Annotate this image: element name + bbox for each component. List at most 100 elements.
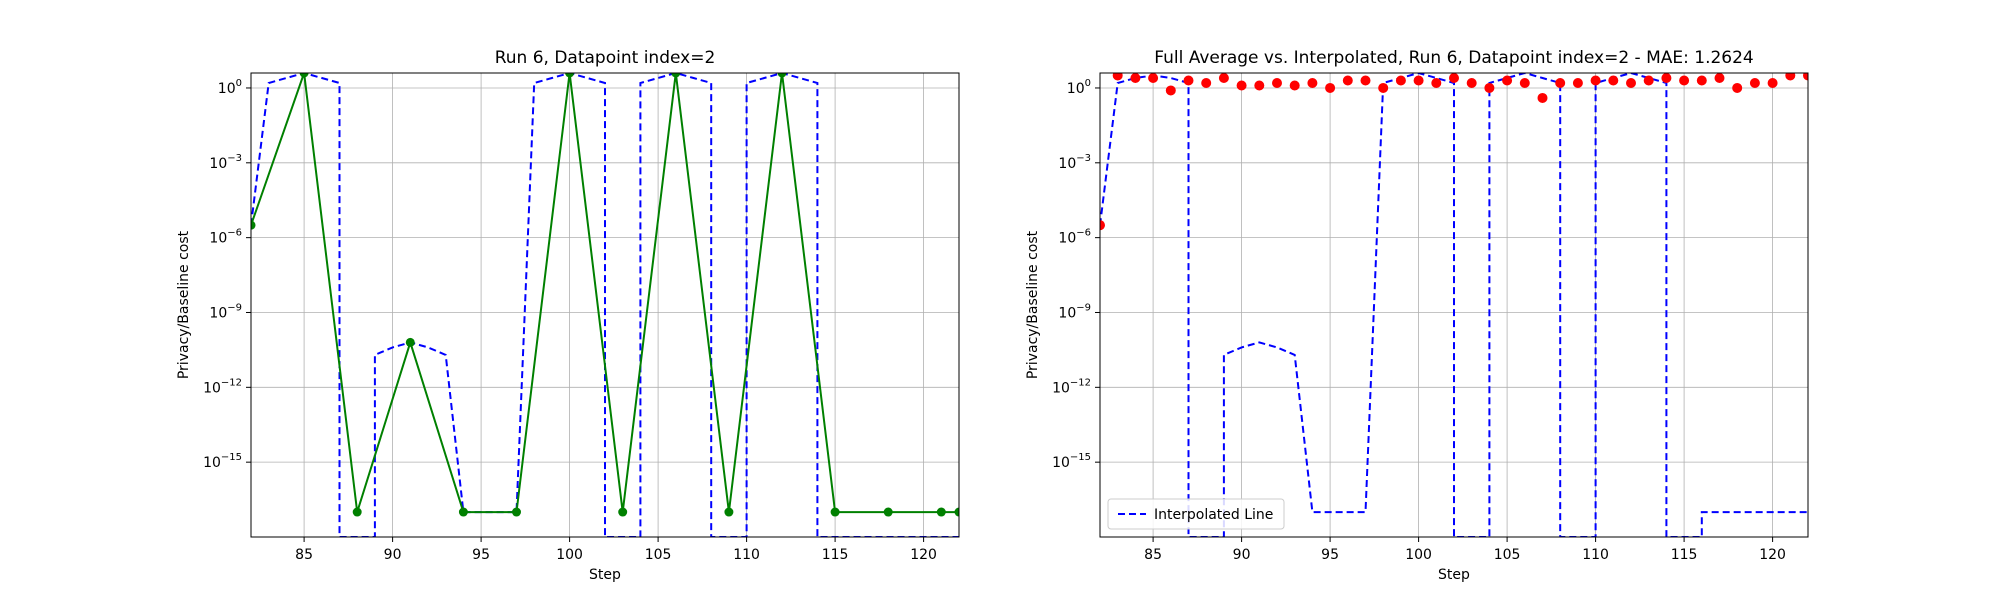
x-tick-label: 95 (1321, 547, 1339, 563)
x-tick-label: 110 (733, 547, 760, 563)
y-tick-label: 10−15 (203, 452, 242, 471)
x-tick-label: 120 (910, 547, 937, 563)
data-point (1449, 73, 1459, 83)
data-point (1484, 82, 1495, 93)
data-point (251, 220, 256, 230)
legend-label: Interpolated Line (1154, 507, 1273, 523)
x-axis-label: Step (1438, 567, 1470, 583)
data-point (1590, 75, 1601, 86)
x-tick-label: 115 (822, 547, 849, 563)
data-point (1803, 73, 1808, 81)
chart-title: Full Average vs. Interpolated, Run 6, Da… (1154, 48, 1754, 68)
x-tick-label: 110 (1582, 547, 1609, 563)
legend-box (1107, 498, 1285, 530)
data-point (830, 507, 840, 517)
data-point (1272, 77, 1282, 88)
data-point (1325, 82, 1336, 93)
data-point (1289, 80, 1300, 91)
data-point (1466, 77, 1477, 88)
axes-frame (250, 72, 960, 538)
data-point (1378, 82, 1389, 93)
chart-panel-2: 85 90 95 100 105 110 115 120 100 10−3 10−6 10−9 10−1… (1025, 48, 1809, 583)
data-point (352, 507, 362, 517)
y-tick-label: 10−3 (1058, 153, 1091, 172)
y-tick-label: 10−15 (1052, 452, 1091, 471)
series-line-1 (1100, 73, 1808, 537)
data-point (1112, 73, 1123, 81)
data-point (299, 73, 309, 78)
data-point (1714, 73, 1725, 83)
y-axis-label: Privacy/Baseline cost (176, 230, 192, 379)
x-tick-label: 100 (556, 547, 583, 563)
data-point (458, 507, 468, 517)
legend: Interpolated Line (1107, 498, 1285, 530)
x-tick-label: 105 (1494, 547, 1521, 563)
data-point (1165, 85, 1176, 96)
y-tick-label: 100 (1067, 78, 1091, 97)
data-point (1661, 73, 1672, 83)
chart-panel-1: 85 90 95 100 105 110 115 120 100 10−3 10−6 10−9 10−1… (176, 48, 960, 583)
data-point (1679, 75, 1690, 86)
plot-area (1100, 73, 1808, 537)
data-point (618, 507, 628, 517)
data-point (1749, 77, 1760, 88)
x-tick-label: 90 (1233, 547, 1251, 563)
data-point (1537, 92, 1548, 103)
data-point (1148, 73, 1159, 83)
data-point (1413, 75, 1424, 86)
x-tick-label: 100 (1405, 547, 1432, 563)
data-point (565, 73, 575, 78)
data-point (1643, 75, 1654, 86)
data-point (1218, 73, 1229, 83)
data-point (1555, 77, 1566, 88)
data-point (1502, 75, 1513, 86)
x-tick-label: 85 (1144, 547, 1162, 563)
y-tick-label: 100 (218, 78, 242, 97)
data-point (1767, 77, 1778, 88)
y-axis-label: Privacy/Baseline cost (1025, 230, 1041, 379)
x-tick-label: 115 (1671, 547, 1698, 563)
data-point (1395, 75, 1406, 86)
data-point (1236, 80, 1247, 91)
series-line-1 (251, 73, 959, 537)
data-point (1360, 75, 1371, 86)
x-axis-label: Step (589, 567, 621, 583)
data-point (936, 507, 946, 517)
data-point (1100, 220, 1105, 231)
data-point (1307, 77, 1318, 88)
data-point (671, 73, 681, 78)
data-point (954, 507, 959, 517)
y-tick-label: 10−6 (1058, 228, 1091, 247)
data-point (1732, 82, 1743, 93)
x-tick-label: 105 (645, 547, 672, 563)
data-point (1431, 77, 1442, 88)
data-point (1572, 77, 1583, 88)
data-point (1342, 75, 1353, 86)
data-point (1608, 75, 1619, 86)
data-point (512, 507, 521, 517)
x-tick-label: 85 (295, 547, 313, 563)
data-point (724, 507, 734, 517)
y-tick-label: 10−6 (209, 228, 242, 247)
x-tick-label: 120 (1759, 547, 1786, 563)
y-tick-label: 10−12 (1052, 377, 1091, 396)
plot-area (251, 73, 959, 537)
y-tick-label: 10−9 (1058, 302, 1091, 321)
x-tick-label: 90 (384, 547, 402, 563)
y-tick-label: 10−9 (209, 302, 242, 321)
axes-frame (1099, 72, 1809, 538)
data-point (1130, 73, 1141, 83)
data-point (1519, 77, 1530, 88)
x-tick-label: 95 (472, 547, 490, 563)
y-tick-label: 10−12 (203, 377, 242, 396)
data-point (1785, 73, 1796, 81)
data-point (1696, 75, 1707, 86)
data-point (1201, 77, 1212, 88)
chart-title: Run 6, Datapoint index=2 (495, 48, 716, 68)
data-point (1626, 77, 1636, 88)
data-point (1254, 80, 1265, 91)
data-point (883, 507, 893, 517)
data-point (777, 73, 787, 78)
data-point (1183, 75, 1194, 86)
